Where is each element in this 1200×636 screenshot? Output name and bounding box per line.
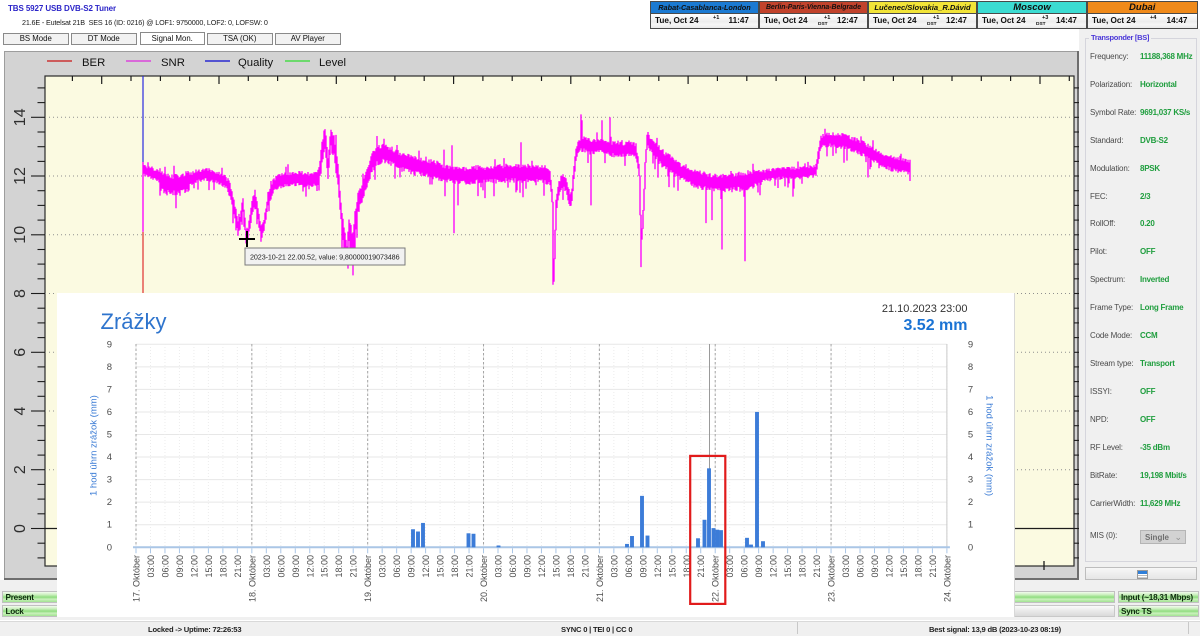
svg-text:09:00: 09:00 (870, 555, 880, 578)
svg-text:18:00: 18:00 (218, 555, 228, 578)
svg-text:15:00: 15:00 (551, 555, 561, 578)
svg-text:12:00: 12:00 (536, 555, 546, 578)
svg-text:09:00: 09:00 (174, 555, 184, 578)
svg-text:03:00: 03:00 (609, 555, 619, 578)
svg-text:03:00: 03:00 (261, 555, 271, 578)
svg-text:06:00: 06:00 (392, 555, 402, 578)
svg-text:10: 10 (12, 226, 29, 244)
svg-text:18:00: 18:00 (450, 555, 460, 578)
svg-text:Quality: Quality (238, 57, 274, 69)
svg-text:21. Október: 21. Október (594, 555, 604, 602)
svg-text:8: 8 (106, 362, 111, 373)
svg-text:15:00: 15:00 (319, 555, 329, 578)
svg-text:12:00: 12:00 (768, 555, 778, 578)
svg-text:4: 4 (967, 452, 972, 463)
svg-text:15:00: 15:00 (203, 555, 213, 578)
svg-text:18:00: 18:00 (681, 555, 691, 578)
svg-text:12:00: 12:00 (421, 555, 431, 578)
svg-text:09:00: 09:00 (754, 555, 764, 578)
svg-text:5: 5 (106, 430, 111, 441)
svg-text:18:00: 18:00 (565, 555, 575, 578)
svg-text:1: 1 (106, 520, 111, 531)
svg-text:09:00: 09:00 (290, 555, 300, 578)
svg-text:1 hod úhrn zrážok (mm): 1 hod úhrn zrážok (mm) (88, 395, 99, 496)
svg-text:06:00: 06:00 (507, 555, 517, 578)
svg-text:SNR: SNR (161, 57, 185, 69)
svg-text:9: 9 (106, 339, 111, 350)
svg-text:18:00: 18:00 (334, 555, 344, 578)
svg-text:21:00: 21:00 (232, 555, 242, 578)
svg-text:21.10.2023 23:00: 21.10.2023 23:00 (881, 303, 967, 315)
svg-text:21:00: 21:00 (580, 555, 590, 578)
svg-text:4: 4 (12, 406, 29, 415)
svg-text:21:00: 21:00 (464, 555, 474, 578)
svg-text:06:00: 06:00 (855, 555, 865, 578)
svg-text:6: 6 (12, 348, 29, 357)
svg-text:21:00: 21:00 (348, 555, 358, 578)
svg-text:5: 5 (967, 430, 972, 441)
svg-text:0: 0 (106, 542, 111, 553)
svg-text:19. Október: 19. Október (363, 555, 373, 602)
svg-text:03:00: 03:00 (841, 555, 851, 578)
svg-text:12:00: 12:00 (652, 555, 662, 578)
svg-text:4: 4 (106, 452, 111, 463)
svg-text:03:00: 03:00 (377, 555, 387, 578)
svg-text:15:00: 15:00 (435, 555, 445, 578)
svg-text:12:00: 12:00 (305, 555, 315, 578)
svg-text:6: 6 (106, 407, 111, 418)
svg-text:12:00: 12:00 (189, 555, 199, 578)
svg-text:12:00: 12:00 (884, 555, 894, 578)
svg-text:21:00: 21:00 (696, 555, 706, 578)
svg-text:3.52 mm: 3.52 mm (903, 317, 967, 334)
svg-text:BER: BER (82, 57, 105, 69)
svg-text:17. Október: 17. Október (131, 555, 141, 602)
svg-text:8: 8 (12, 289, 29, 298)
svg-text:18:00: 18:00 (913, 555, 923, 578)
svg-text:14: 14 (12, 108, 29, 126)
svg-text:2: 2 (967, 497, 972, 508)
svg-text:9: 9 (967, 339, 972, 350)
svg-text:06:00: 06:00 (276, 555, 286, 578)
svg-text:06:00: 06:00 (739, 555, 749, 578)
svg-text:12: 12 (12, 167, 29, 185)
svg-text:7: 7 (106, 384, 111, 395)
svg-text:03:00: 03:00 (145, 555, 155, 578)
svg-text:0: 0 (967, 542, 972, 553)
svg-text:09:00: 09:00 (522, 555, 532, 578)
svg-text:2: 2 (106, 497, 111, 508)
svg-text:06:00: 06:00 (623, 555, 633, 578)
svg-text:Zrážky: Zrážky (100, 309, 166, 334)
svg-text:21:00: 21:00 (812, 555, 822, 578)
svg-text:1: 1 (967, 520, 972, 531)
svg-text:21:00: 21:00 (927, 555, 937, 578)
svg-text:24. Október: 24. Október (942, 555, 952, 602)
svg-text:2023-10-21 22.00.52, value: 9,: 2023-10-21 22.00.52, value: 9,8000001907… (250, 253, 400, 262)
svg-text:Level: Level (319, 57, 346, 69)
svg-text:03:00: 03:00 (725, 555, 735, 578)
svg-text:2: 2 (12, 465, 29, 474)
svg-text:06:00: 06:00 (160, 555, 170, 578)
svg-text:22. Október: 22. Október (710, 555, 720, 602)
svg-text:15:00: 15:00 (783, 555, 793, 578)
svg-text:7: 7 (967, 384, 972, 395)
svg-text:20. Október: 20. Október (479, 555, 489, 602)
svg-text:1 hod úhrn zrážok (mm): 1 hod úhrn zrážok (mm) (983, 395, 994, 496)
svg-text:03:00: 03:00 (493, 555, 503, 578)
svg-text:3: 3 (967, 475, 972, 486)
svg-text:8: 8 (967, 362, 972, 373)
svg-text:18. Október: 18. Október (247, 555, 257, 602)
svg-text:6: 6 (967, 407, 972, 418)
svg-text:0: 0 (12, 524, 29, 533)
svg-text:09:00: 09:00 (406, 555, 416, 578)
svg-text:15:00: 15:00 (667, 555, 677, 578)
svg-text:15:00: 15:00 (898, 555, 908, 578)
svg-text:09:00: 09:00 (638, 555, 648, 578)
svg-text:23. Október: 23. Október (826, 555, 836, 602)
svg-text:3: 3 (106, 475, 111, 486)
svg-text:18:00: 18:00 (797, 555, 807, 578)
